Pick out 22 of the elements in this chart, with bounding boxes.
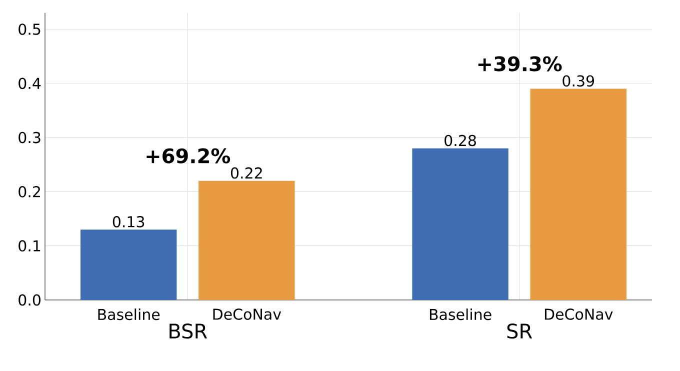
bar: [530, 88, 626, 300]
annotation: +39.3%: [478, 56, 562, 72]
y-tick-label: 0.2: [18, 186, 40, 198]
annotation: +69.2%: [146, 148, 230, 164]
data-label: 0.13: [112, 216, 144, 228]
y-tick-label: 0.5: [18, 24, 40, 35]
text: Baseline: [430, 308, 492, 320]
data-label: 0.22: [230, 167, 262, 179]
text: DeCoNav: [544, 308, 613, 320]
y-tick-label: 0.3: [18, 132, 40, 144]
bar: [198, 180, 295, 300]
data-label: 0.39: [562, 75, 594, 87]
data-label: 0.28: [444, 134, 476, 146]
series-label: Baseline: [98, 308, 160, 320]
bar: [80, 230, 177, 300]
bar: [412, 148, 508, 300]
x-tick-label: BSR: [170, 324, 208, 339]
x-tick-label: SR: [507, 324, 532, 339]
y-tick-label: 0.4: [18, 78, 41, 90]
y-tick-label: 0.1: [18, 240, 40, 252]
series-label: DeCoNav: [213, 308, 282, 320]
y-tick-label: 0.0: [18, 294, 40, 306]
